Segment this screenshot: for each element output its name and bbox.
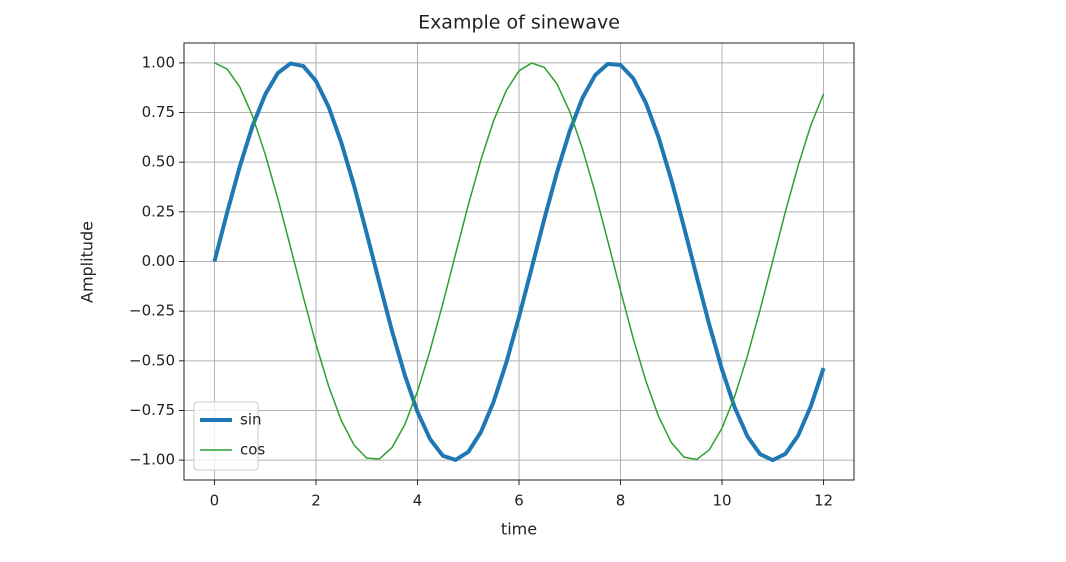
y-axis-label: Amplitude [78,221,97,303]
x-axis-label: time [501,520,537,539]
y-tick-label: 1.00 [142,53,175,71]
line-series [212,61,826,463]
y-tick-label: 0.75 [142,103,175,121]
legend-label: sin [240,411,262,429]
x-tick-label: 6 [514,492,524,510]
y-tick-label: −0.25 [129,302,175,320]
y-tick-label: 0.25 [142,202,175,220]
y-tick-label: 0.00 [142,252,175,270]
legend-label: cos [240,441,265,459]
line-series [214,62,825,461]
x-tick-label: 10 [712,492,731,510]
x-tick-label: 12 [814,492,833,510]
y-tick-label: −0.75 [129,401,175,419]
x-tick-label: 8 [616,492,626,510]
legend: sin cos [193,401,265,471]
y-tick-label: −1.00 [129,451,175,469]
y-tick-label: −0.50 [129,351,175,369]
x-tick-label: 2 [311,492,321,510]
y-tick-label: 0.50 [142,153,175,171]
x-tick-label: 4 [413,492,423,510]
chart-title: Example of sinewave [418,12,620,34]
x-tick-label: 0 [210,492,220,510]
plot-frame [183,42,855,481]
